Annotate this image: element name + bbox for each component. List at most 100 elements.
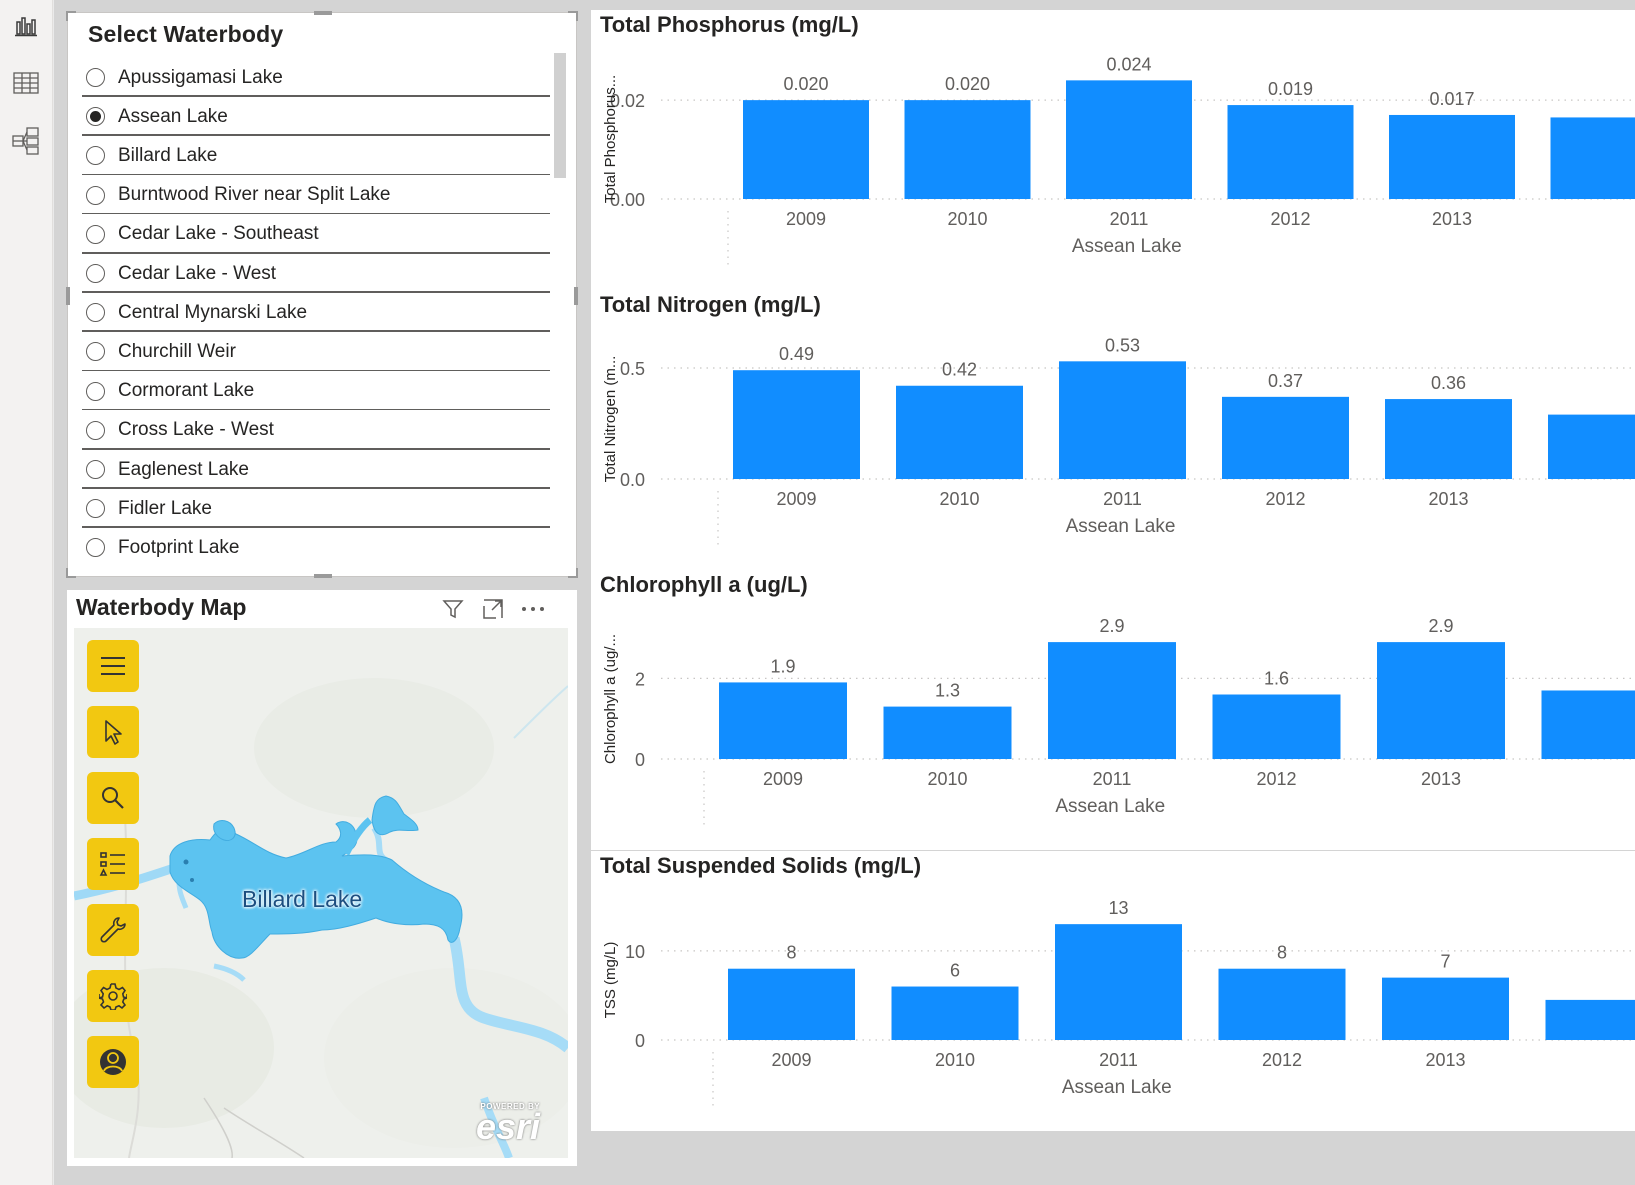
radio-unchecked-icon[interactable]	[86, 499, 105, 519]
slicer-option[interactable]: Churchill Weir	[86, 331, 546, 372]
slicer-divider	[82, 487, 550, 489]
slicer-option[interactable]: Footprint Lake	[86, 527, 546, 568]
slicer-option-label: Churchill Weir	[118, 340, 236, 362]
data-label: 0.017	[1429, 89, 1474, 109]
bar	[728, 968, 855, 1040]
report-view-icon[interactable]	[11, 11, 41, 41]
bar	[891, 986, 1019, 1040]
radio-unchecked-icon[interactable]	[86, 224, 105, 244]
radio-checked-icon[interactable]	[86, 107, 105, 127]
legend-list-icon[interactable]	[87, 838, 139, 890]
radio-unchecked-icon[interactable]	[86, 460, 105, 479]
bar-partial	[1545, 999, 1635, 1040]
resize-handle[interactable]	[66, 11, 76, 21]
radio-unchecked-icon[interactable]	[86, 342, 105, 362]
resize-handle[interactable]	[314, 574, 332, 578]
y-tick-label: 0	[635, 1031, 645, 1051]
slicer-divider	[82, 330, 550, 332]
resize-handle[interactable]	[568, 568, 578, 578]
y-tick-label: 0	[635, 750, 645, 770]
bar	[896, 385, 1023, 479]
slicer-option-label: Cedar Lake - Southeast	[118, 223, 319, 245]
resize-handle[interactable]	[568, 11, 578, 21]
data-label: 7	[1440, 952, 1450, 972]
slicer-option[interactable]: Apussigamasi Lake	[86, 57, 546, 98]
slicer-option[interactable]: Cross Lake - West	[86, 410, 546, 451]
y-axis-title: Total Phosphorus...	[602, 75, 619, 203]
bar	[1377, 642, 1505, 759]
slicer-scrollbar[interactable]	[554, 53, 566, 178]
model-view-icon[interactable]	[11, 126, 41, 156]
bar-partial	[1548, 414, 1635, 479]
radio-unchecked-icon[interactable]	[86, 381, 105, 401]
x-axis-title: Assean Lake	[1055, 796, 1165, 817]
chart-chlorophyll-a[interactable]: Chlorophyll a (ug/L) 0 2 Chlorophyll a (ug…	[591, 570, 1635, 850]
wrench-icon[interactable]	[87, 904, 139, 956]
slicer-divider	[82, 448, 550, 450]
data-label: 0.37	[1268, 371, 1303, 391]
slicer-option[interactable]: Billard Lake	[86, 135, 546, 176]
esri-logo: POWERED BY esri	[476, 1102, 540, 1145]
slicer-divider	[82, 95, 550, 97]
radio-unchecked-icon[interactable]	[86, 538, 105, 558]
bar	[904, 100, 1031, 199]
select-pointer-icon[interactable]	[87, 706, 139, 758]
chart-total-phosphorus[interactable]: Total Phosphorus (mg/L) 0.00 0.02 Total Ph…	[591, 10, 1635, 290]
data-label: 1.6	[1264, 669, 1289, 689]
data-label: 0.42	[942, 360, 977, 380]
bar	[1389, 114, 1515, 199]
data-view-icon[interactable]	[11, 68, 41, 98]
chart-title: Chlorophyll a (ug/L)	[600, 572, 808, 597]
search-icon[interactable]	[87, 772, 139, 824]
x-tick-label: 2010	[947, 209, 987, 229]
lake-label: Billard Lake	[242, 886, 363, 912]
bar	[1218, 968, 1346, 1040]
y-tick-label: 10	[625, 942, 645, 962]
slicer-option-label: Billard Lake	[118, 144, 218, 166]
slicer-option[interactable]: Burntwood River near Split Lake	[86, 175, 546, 216]
more-options-icon[interactable]	[520, 596, 546, 622]
menu-icon[interactable]	[87, 640, 139, 692]
chart-total-nitrogen[interactable]: Total Nitrogen (mg/L) 0.0 0.5 Total Nitrog…	[591, 290, 1635, 570]
resize-handle[interactable]	[66, 568, 76, 578]
resize-handle[interactable]	[66, 287, 70, 305]
slicer-option[interactable]: Fidler Lake	[86, 488, 546, 529]
y-axis-title: TSS (mg/L)	[602, 942, 619, 1019]
resize-handle[interactable]	[574, 287, 578, 305]
map-canvas[interactable]: Billard Lake POWERED BY esri	[74, 628, 568, 1158]
focus-mode-icon[interactable]	[480, 596, 506, 622]
slicer-option[interactable]: Cormorant Lake	[86, 371, 546, 412]
gear-icon[interactable]	[87, 970, 139, 1022]
radio-unchecked-icon[interactable]	[86, 264, 105, 283]
slicer-option[interactable]: Central Mynarski Lake	[86, 292, 546, 333]
bar-partial	[1550, 117, 1635, 199]
resize-handle[interactable]	[314, 11, 332, 15]
slicer-option-label: Apussigamasi Lake	[118, 66, 283, 88]
radio-unchecked-icon[interactable]	[86, 303, 105, 323]
user-avatar-icon[interactable]	[87, 1036, 139, 1088]
radio-unchecked-icon[interactable]	[86, 68, 105, 87]
bar	[719, 682, 847, 759]
bar	[733, 370, 860, 479]
filter-icon[interactable]	[440, 596, 466, 622]
slicer-option[interactable]: Assean Lake	[86, 96, 546, 137]
x-tick-label: 2013	[1432, 209, 1472, 229]
x-tick-label: 2010	[935, 1050, 975, 1070]
y-tick-label: 2	[635, 669, 645, 689]
x-tick-label: 2009	[776, 489, 816, 509]
radio-unchecked-icon[interactable]	[86, 420, 105, 440]
x-tick-label: 2010	[939, 489, 979, 509]
data-label: 0.49	[779, 344, 814, 364]
view-switcher-rail	[0, 0, 53, 1185]
slicer-option[interactable]: Eaglenest Lake	[86, 449, 546, 490]
slicer-option[interactable]: Cedar Lake - Southeast	[86, 214, 546, 255]
bar	[743, 100, 869, 199]
data-label: 0.024	[1106, 54, 1151, 74]
slicer-option[interactable]: Cedar Lake - West	[86, 253, 546, 294]
radio-unchecked-icon[interactable]	[86, 146, 105, 166]
bar	[1066, 80, 1192, 199]
chart-total-suspended-solids[interactable]: Total Suspended Solids (mg/L) 0 10 TSS (mg…	[591, 851, 1635, 1131]
radio-unchecked-icon[interactable]	[86, 185, 105, 205]
x-tick-label: 2013	[1421, 769, 1461, 789]
x-tick-label: 2011	[1103, 489, 1142, 509]
